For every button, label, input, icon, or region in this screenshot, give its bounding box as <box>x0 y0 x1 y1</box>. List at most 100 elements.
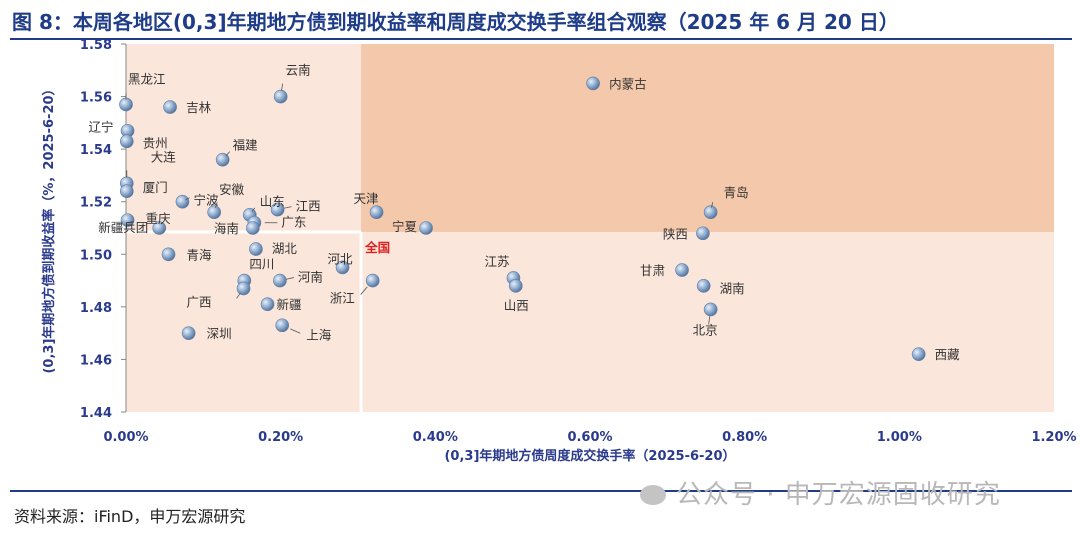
leader-line <box>286 277 294 280</box>
title-rule <box>10 38 1072 40</box>
point-label: 宁夏 <box>392 219 418 234</box>
point-label: 宁波 <box>193 193 219 208</box>
point-label: 浙江 <box>330 291 355 306</box>
leader-line <box>708 316 711 325</box>
leader-line <box>236 292 241 299</box>
data-point <box>175 194 190 209</box>
data-point <box>335 260 350 275</box>
point-label: 新疆兵团 <box>98 220 148 235</box>
data-point <box>911 347 926 361</box>
point-label: 上海 <box>306 327 332 342</box>
data-point <box>119 134 134 149</box>
x-tick-label: 0.60% <box>567 430 612 445</box>
data-point <box>163 100 177 114</box>
data-point <box>419 221 433 235</box>
y-tick-label: 1.46 <box>80 353 112 368</box>
leader-line <box>711 202 714 208</box>
x-tick-label: 0.80% <box>722 430 767 445</box>
data-point <box>207 205 221 220</box>
point-label: 山东 <box>260 194 285 209</box>
leader-line <box>251 207 256 212</box>
footer-rule <box>10 490 1072 492</box>
point-label: 江西 <box>296 199 321 214</box>
point-label: 北京 <box>693 322 718 337</box>
point-label: 江苏 <box>484 254 509 269</box>
wechat-icon <box>640 485 666 505</box>
point-label: 四川 <box>249 257 274 272</box>
y-tick-label: 1.52 <box>80 196 112 211</box>
point-label: 黑龙江 <box>128 71 166 86</box>
point-label: 青岛 <box>724 185 749 200</box>
data-point <box>236 281 251 296</box>
data-point <box>260 297 275 312</box>
point-label: 河南 <box>298 270 323 285</box>
data-point <box>273 273 287 288</box>
x-tick-label: 0.40% <box>413 430 458 445</box>
x-axis-title: (0,3]年期地方债周度成交换手率（2025-6-20） <box>444 448 735 464</box>
data-point <box>120 213 135 227</box>
data-point <box>119 97 133 112</box>
data-point <box>273 89 288 104</box>
data-point <box>275 318 290 333</box>
point-label: 天津 <box>354 191 379 206</box>
x-tick-label: 1.20% <box>1031 430 1076 445</box>
leader-line <box>360 286 368 295</box>
quadrant-bands <box>126 44 1054 412</box>
data-point <box>152 221 167 235</box>
data-point <box>119 184 134 198</box>
divider-horizontal <box>126 230 362 234</box>
point-label: 西藏 <box>935 347 961 362</box>
point-label: 辽宁 <box>89 120 114 135</box>
point-label: 福建 <box>233 138 259 153</box>
watermark-text: 公众号 · 申万宏源固收研究 <box>676 480 1001 510</box>
point-label: 内蒙古 <box>609 76 647 91</box>
y-tick-label: 1.50 <box>80 248 112 263</box>
point-label: 安徽 <box>219 182 245 197</box>
data-point <box>215 152 230 167</box>
axes: 1.44 1.46 1.48 1.50 1.52 1.54 1.56 1.58 0.00% 0.2… <box>41 38 1077 464</box>
point-label: 深圳 <box>207 326 232 341</box>
data-point <box>586 76 600 91</box>
point-label: 山西 <box>504 298 529 313</box>
data-point <box>161 247 176 262</box>
data-point <box>249 242 263 256</box>
leader-line <box>215 202 218 208</box>
data-point <box>369 205 384 220</box>
leader-line <box>281 83 284 91</box>
y-tick-label: 1.44 <box>80 406 112 421</box>
data-point <box>270 202 285 217</box>
point-label: 新疆 <box>277 297 302 312</box>
data-point <box>696 226 710 241</box>
divider-vertical <box>359 231 363 412</box>
point-label: 湖北 <box>272 241 298 256</box>
source-note: 资料来源：iFinD，申万宏源研究 <box>14 507 246 526</box>
point-label: 重庆 <box>146 211 172 226</box>
y-tick-label: 1.54 <box>80 143 112 158</box>
data-point <box>703 205 718 220</box>
leader-line <box>225 151 230 157</box>
point-label: 广东 <box>281 215 306 230</box>
point-label: 吉林 <box>186 100 212 115</box>
data-point <box>365 273 380 288</box>
y-tick-label: 1.56 <box>80 91 112 106</box>
data-point <box>703 302 718 317</box>
point-label: 贵州 <box>143 135 168 150</box>
point-label: 大连 <box>151 149 177 164</box>
data-point <box>181 326 196 340</box>
point-label: 海南 <box>214 221 239 236</box>
x-tick-label: 0.00% <box>103 430 148 445</box>
point-label: 云南 <box>286 63 311 78</box>
data-points <box>119 76 926 361</box>
leader-line <box>290 328 301 334</box>
x-tick-label: 0.20% <box>258 430 303 445</box>
x-tick-label: 1.00% <box>877 430 922 445</box>
page-title: 图 8：本周各地区(0,3]年期地方债到期收益率和周度成交换手率组合观察（202… <box>12 10 899 34</box>
point-label: 广西 <box>187 294 212 309</box>
point-label: 厦门 <box>143 180 168 195</box>
data-point <box>508 279 523 293</box>
y-tick-label: 1.48 <box>80 301 112 316</box>
data-point <box>246 221 260 235</box>
point-label: 河北 <box>328 251 354 266</box>
band-dark <box>361 44 1054 232</box>
